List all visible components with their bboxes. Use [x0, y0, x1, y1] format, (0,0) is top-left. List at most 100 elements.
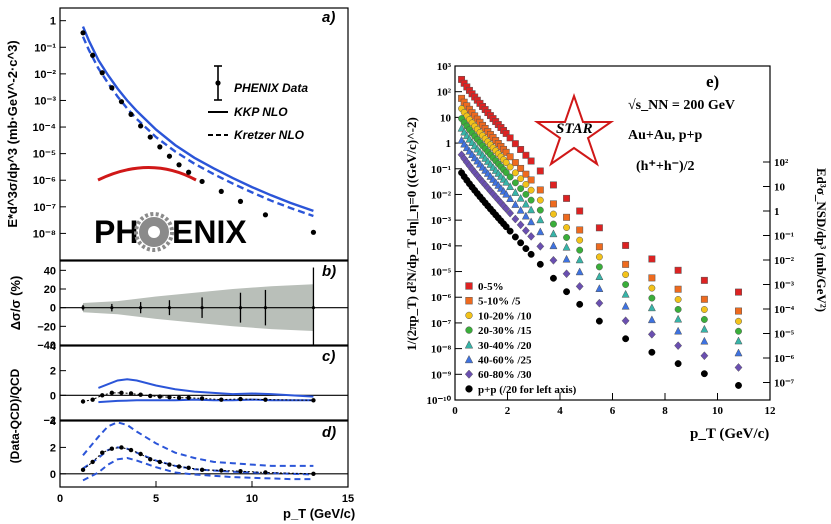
- panel-e-marker-circle: [517, 239, 525, 247]
- panel-d-data-point: [157, 459, 163, 465]
- panel-d-label: d): [322, 424, 336, 441]
- panel-d-kretzer-line: [82, 421, 314, 467]
- panel-e-marker-triangle: [674, 326, 683, 335]
- panel-c-data-point: [238, 396, 243, 402]
- panel-e-marker-square: [674, 266, 682, 274]
- left-xtick-label: 10: [246, 493, 258, 505]
- panel-e-marker-circle: [700, 306, 708, 313]
- star-logo: STAR: [533, 92, 615, 167]
- panel-e-marker-circle: [517, 175, 525, 183]
- panel-e-marker-circle: [735, 317, 742, 325]
- panel-e-ylabel-left: 1/(2πp_T) d²N/dp_T dη|_η=0 ((GeV/c)^-2): [404, 117, 419, 351]
- panel-e-marker-circle: [522, 190, 530, 198]
- panel-e-plot: [457, 75, 743, 389]
- panel-c-data-point: [167, 394, 172, 400]
- panel-e-marker-circle: [576, 246, 584, 254]
- panel-b-ytick-label: 20: [44, 284, 56, 296]
- panel-e-marker-square: [595, 224, 603, 232]
- panel-e-marker-triangle: [575, 267, 584, 276]
- panel-a-ytick-label: 10⁻⁶: [33, 175, 56, 187]
- panel-e-legend-label: 20-30% /15: [478, 325, 532, 337]
- panel-e-marker-diamond: [734, 363, 743, 372]
- legend-data-label: PHENIX Data: [234, 81, 308, 95]
- panel-c-ytick-label: −2: [43, 415, 56, 427]
- panel-e-marker-circle: [595, 263, 603, 271]
- panel-e-marker-triangle: [549, 241, 558, 250]
- panel-e-ylabel-right: Ed³σ_NSD/dp³ (mb/GeV²): [814, 168, 829, 312]
- phenix-data-point: [262, 212, 269, 218]
- panel-e-marker-square: [517, 146, 525, 153]
- logo-text-right: ENIX: [172, 214, 247, 250]
- panel-e-marker-circle: [536, 206, 544, 214]
- phenix-data-point: [218, 188, 224, 195]
- panel-b-point: [238, 306, 243, 310]
- panel-e-marker-circle: [527, 186, 535, 194]
- panel-e-marker-circle: [735, 381, 742, 389]
- panel-d-kretzer-line: [82, 446, 314, 476]
- panel-e-xtick-label: 6: [610, 405, 616, 417]
- panel-c-kkp-band-line: [98, 378, 314, 398]
- panel-e-marker-circle: [674, 360, 682, 368]
- panel-e-marker-triangle: [516, 193, 525, 202]
- panel-e-marker-square: [511, 159, 519, 167]
- panel-e-ytick-right-label: 10²: [774, 157, 789, 169]
- panel-e-marker-square: [735, 288, 742, 296]
- panel-c-data-point: [176, 395, 182, 400]
- panel-e-ytick-right-label: 10⁻³: [774, 280, 795, 292]
- panel-e-marker-square: [511, 140, 519, 148]
- panel-e-marker-circle: [674, 296, 682, 303]
- panel-e-marker-diamond: [674, 341, 683, 351]
- phenix-data-point: [99, 70, 105, 76]
- panel-e-marker-circle: [522, 245, 530, 253]
- kretzer-nlo-curve: [81, 36, 314, 218]
- panel-d-data-point: [311, 471, 316, 476]
- panel-a-ytick-label: 10⁻⁷: [33, 202, 56, 214]
- panel-e-marker-square: [465, 282, 473, 290]
- panel-e-marker-square: [563, 213, 571, 221]
- panel-b-point: [311, 306, 316, 310]
- phenix-data-point: [128, 111, 134, 117]
- panel-e-ytick-left-label: 10⁻²: [431, 189, 452, 201]
- panel-e-marker-circle: [536, 196, 544, 204]
- panel-c-data-point: [138, 392, 143, 397]
- panel-b-point: [200, 306, 204, 310]
- panel-e-marker-triangle: [621, 289, 630, 298]
- left-xtick-label: 15: [342, 493, 354, 505]
- panel-e-marker-circle: [576, 300, 584, 308]
- panel-e-marker-circle: [563, 288, 571, 296]
- panel-b-frame: [59, 260, 349, 346]
- panel-b-ytick-label: −20: [37, 321, 56, 333]
- panel-c-frame: [59, 345, 349, 421]
- panel-e-marker-square: [622, 260, 630, 268]
- panel-e-legend-label: 40-60% /25: [478, 355, 532, 367]
- panel-e-ytick-right-label: 10⁻⁶: [774, 353, 795, 365]
- panel-e-xlabel: p_T (GeV/c): [690, 426, 769, 442]
- panel-b-ticks: 40 20 0 −20 −40: [37, 265, 66, 352]
- panel-e-marker-diamond: [506, 208, 515, 218]
- panel-e-marker-triangle: [700, 336, 709, 345]
- panel-e-ytick-right-label: 1: [774, 206, 780, 218]
- panel-e-marker-triangle: [521, 199, 530, 208]
- phenix-data-point: [147, 134, 153, 140]
- panel-b-plot: [60, 267, 348, 345]
- panel-e-ytick-left-label: 10²: [437, 87, 452, 99]
- panel-e-marker-diamond: [502, 204, 511, 214]
- panel-e-ytick-left-label: 10⁻⁵: [431, 267, 452, 279]
- panel-e-marker-diamond: [700, 351, 709, 361]
- panel-e-legend-label: p+p (/20 for left axis): [478, 384, 577, 396]
- phenix-data-point: [176, 162, 182, 168]
- phenix-data-point: [138, 123, 144, 129]
- legend-data-marker: [215, 80, 221, 86]
- panel-e-xtick-label: 4: [557, 405, 563, 417]
- panel-e-marker-square: [576, 207, 584, 215]
- panel-e-marker-circle: [563, 234, 571, 241]
- panel-e-legend-label: 30-40% /20: [478, 340, 532, 352]
- panel-d-kretzer-line: [82, 456, 314, 482]
- panel-e-ytick-left-label: 10⁻⁴: [431, 241, 452, 253]
- panel-c-kkp-band-line: [98, 398, 314, 404]
- panel-a-ytick-label: 10⁻⁴: [33, 122, 56, 134]
- panel-d-data-point: [138, 451, 143, 457]
- panel-e-marker-diamond: [575, 282, 584, 291]
- left-xtick-label: 5: [153, 493, 159, 505]
- star-outline: [533, 92, 615, 167]
